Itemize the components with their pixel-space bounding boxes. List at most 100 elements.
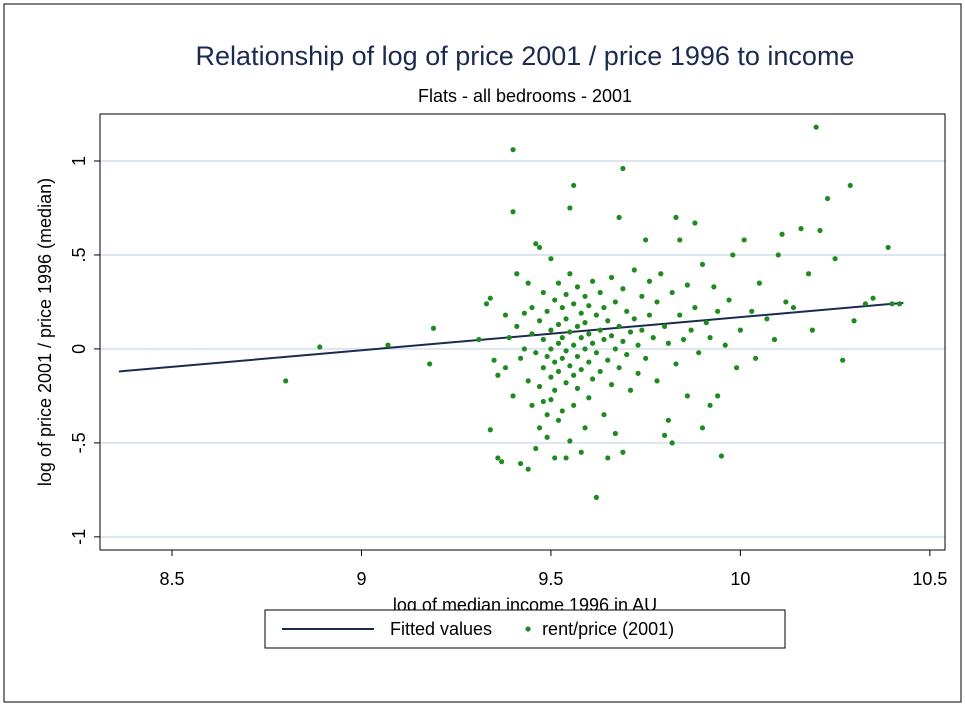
scatter-point bbox=[544, 412, 550, 418]
scatter-point bbox=[499, 459, 505, 465]
scatter-point bbox=[502, 312, 509, 318]
scatter-point bbox=[567, 363, 573, 369]
scatter-point bbox=[590, 340, 596, 346]
scatter-point bbox=[552, 455, 558, 461]
scatter-point bbox=[317, 344, 323, 350]
scatter-point bbox=[567, 271, 573, 277]
scatter-point bbox=[548, 374, 554, 380]
scatter-point bbox=[620, 286, 626, 292]
chart-subtitle: Flats - all bedrooms - 2001 bbox=[418, 86, 632, 106]
scatter-point bbox=[809, 327, 815, 333]
scatter-point bbox=[597, 327, 603, 333]
scatter-point bbox=[533, 350, 539, 356]
scatter-point bbox=[847, 182, 853, 189]
scatter-point bbox=[525, 378, 531, 384]
scatter-point bbox=[578, 335, 584, 341]
scatter-point bbox=[616, 365, 622, 371]
scatter-point bbox=[510, 209, 516, 215]
scatter-point bbox=[631, 316, 637, 322]
scatter-point bbox=[563, 316, 569, 322]
scatter-point bbox=[506, 335, 512, 341]
scatter-point bbox=[567, 205, 573, 211]
scatter-point bbox=[661, 432, 668, 438]
scatter-point bbox=[620, 338, 626, 344]
scatter-point bbox=[502, 365, 509, 371]
scatter-point bbox=[790, 304, 797, 311]
scatter-point bbox=[608, 382, 615, 388]
scatter-point bbox=[586, 395, 592, 401]
scatter-point bbox=[608, 333, 615, 339]
scatter-point bbox=[817, 227, 823, 234]
scatter-point bbox=[692, 220, 698, 226]
scatter-point bbox=[586, 303, 592, 309]
scatter-point bbox=[673, 214, 679, 220]
plot-area bbox=[100, 114, 945, 550]
scatter-point bbox=[597, 368, 603, 375]
scatter-point bbox=[654, 378, 660, 384]
scatter-point bbox=[605, 357, 611, 363]
scatter-point bbox=[567, 438, 573, 444]
scatter-point bbox=[283, 378, 289, 384]
scatter-point bbox=[692, 304, 698, 311]
scatter-point bbox=[677, 312, 683, 318]
scatter-point bbox=[851, 318, 857, 324]
scatter-point bbox=[495, 372, 501, 378]
scatter-point bbox=[559, 304, 565, 311]
scatter-point bbox=[536, 244, 543, 251]
scatter-point bbox=[563, 380, 569, 386]
scatter-point bbox=[521, 346, 527, 352]
scatter-point bbox=[601, 412, 607, 418]
y-axis-title: log of price 2001 / price 1996 (median) bbox=[35, 178, 55, 486]
scatter-point bbox=[487, 295, 493, 301]
scatter-point bbox=[571, 402, 577, 408]
scatter-point bbox=[518, 355, 524, 361]
scatter-point bbox=[593, 350, 599, 356]
scatter-point bbox=[586, 359, 592, 365]
scatter-point bbox=[696, 350, 702, 356]
scatter-point bbox=[650, 335, 656, 341]
scatter-point bbox=[514, 271, 520, 277]
scatter-point bbox=[555, 280, 562, 286]
scatter-point bbox=[533, 241, 539, 247]
y-tick-label: -1 bbox=[69, 529, 89, 545]
scatter-point bbox=[540, 398, 546, 405]
scatter-point bbox=[574, 385, 581, 391]
chart-title: Relationship of log of price 2001 / pric… bbox=[196, 41, 855, 71]
scatter-point bbox=[733, 365, 740, 371]
scatter-point bbox=[718, 453, 725, 459]
scatter-point bbox=[571, 342, 577, 348]
scatter-point bbox=[540, 336, 546, 343]
scatter-point bbox=[654, 299, 660, 305]
scatter-point bbox=[574, 284, 581, 290]
scatter-point bbox=[540, 289, 546, 296]
legend-marker bbox=[525, 626, 531, 632]
scatter-point bbox=[605, 318, 611, 324]
scatter-point bbox=[571, 182, 577, 189]
scatter-point bbox=[783, 299, 789, 305]
scatter-point bbox=[578, 449, 584, 455]
scatter-point bbox=[582, 293, 588, 299]
scatter-point bbox=[555, 417, 562, 423]
scatter-point bbox=[563, 455, 569, 461]
x-tick-label: 9 bbox=[356, 569, 366, 589]
scatter-point bbox=[582, 320, 588, 326]
scatter-point bbox=[491, 357, 497, 363]
scatter-point bbox=[726, 297, 732, 303]
scatter-point bbox=[680, 336, 687, 343]
scatter-point bbox=[548, 397, 554, 403]
legend-label: rent/price (2001) bbox=[542, 619, 674, 639]
scatter-point bbox=[896, 301, 903, 307]
scatter-point bbox=[703, 320, 709, 326]
scatter-point bbox=[624, 308, 630, 314]
scatter-point bbox=[582, 346, 588, 352]
scatter-point bbox=[658, 271, 664, 277]
scatter-point bbox=[578, 310, 584, 316]
scatter-point bbox=[525, 280, 531, 286]
scatter-point bbox=[593, 312, 599, 318]
scatter-point bbox=[620, 165, 626, 172]
scatter-point bbox=[563, 348, 569, 354]
scatter-point bbox=[840, 357, 846, 363]
scatter-point bbox=[798, 226, 804, 232]
y-tick-label: .5 bbox=[69, 247, 89, 262]
scatter-point bbox=[563, 291, 569, 298]
